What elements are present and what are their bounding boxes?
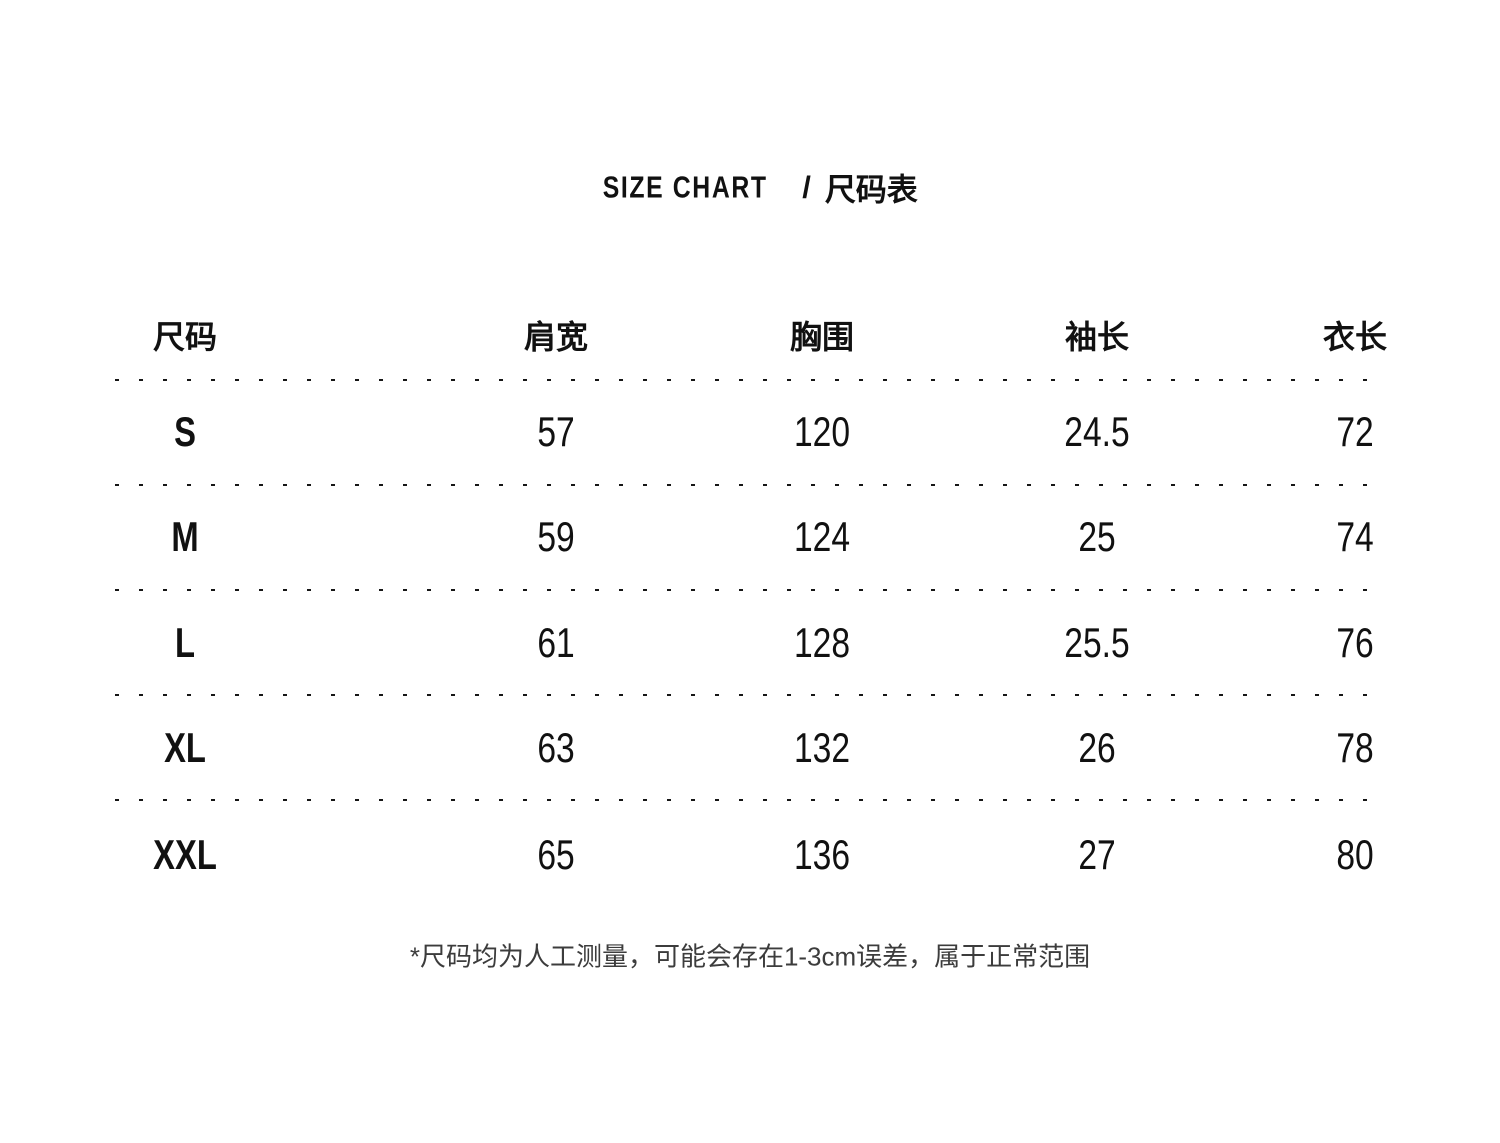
cell-shoulder: 65 bbox=[537, 831, 575, 878]
row-divider bbox=[115, 799, 1372, 801]
cell-chest: 120 bbox=[793, 408, 851, 455]
cell-length: 78 bbox=[1336, 724, 1374, 771]
row-divider bbox=[115, 589, 1372, 591]
title-latin: SIZE CHART bbox=[602, 169, 768, 204]
row-divider bbox=[115, 484, 1372, 486]
cell-size: XXL bbox=[153, 831, 217, 878]
cell-size: M bbox=[171, 513, 199, 560]
cell-length: 80 bbox=[1336, 831, 1374, 878]
cell-shoulder: 61 bbox=[537, 619, 575, 666]
measurement-disclaimer: *尺码均为人工测量，可能会存在1-3cm误差，属于正常范围 bbox=[409, 941, 1091, 972]
title-separator: / bbox=[802, 169, 811, 204]
cell-chest: 128 bbox=[793, 619, 851, 666]
column-header-shoulder: 肩宽 bbox=[523, 319, 589, 355]
cell-sleeve: 25 bbox=[1078, 513, 1116, 560]
column-header-sleeve: 袖长 bbox=[1064, 319, 1130, 355]
cell-chest: 132 bbox=[793, 724, 851, 771]
title-cjk: 尺码表 bbox=[824, 172, 918, 208]
cell-shoulder: 59 bbox=[537, 513, 575, 560]
page-title: SIZE CHART / 尺码表 bbox=[582, 165, 918, 210]
cell-chest: 136 bbox=[793, 831, 851, 878]
cell-length: 74 bbox=[1336, 513, 1374, 560]
row-divider bbox=[115, 694, 1372, 696]
row-divider bbox=[115, 379, 1372, 381]
cell-chest: 124 bbox=[793, 513, 851, 560]
cell-sleeve: 27 bbox=[1078, 831, 1116, 878]
cell-length: 72 bbox=[1336, 408, 1374, 455]
cell-sleeve: 24.5 bbox=[1064, 408, 1130, 455]
cell-size: L bbox=[174, 619, 196, 666]
cell-shoulder: 63 bbox=[537, 724, 575, 771]
cell-shoulder: 57 bbox=[537, 408, 575, 455]
cell-size: S bbox=[174, 408, 196, 455]
column-header-chest: 胸围 bbox=[789, 319, 855, 355]
cell-sleeve: 26 bbox=[1078, 724, 1116, 771]
column-header-size: 尺码 bbox=[152, 319, 218, 355]
cell-size: XL bbox=[164, 724, 206, 771]
cell-length: 76 bbox=[1336, 619, 1374, 666]
column-header-length: 衣长 bbox=[1322, 319, 1388, 355]
cell-sleeve: 25.5 bbox=[1064, 619, 1130, 666]
